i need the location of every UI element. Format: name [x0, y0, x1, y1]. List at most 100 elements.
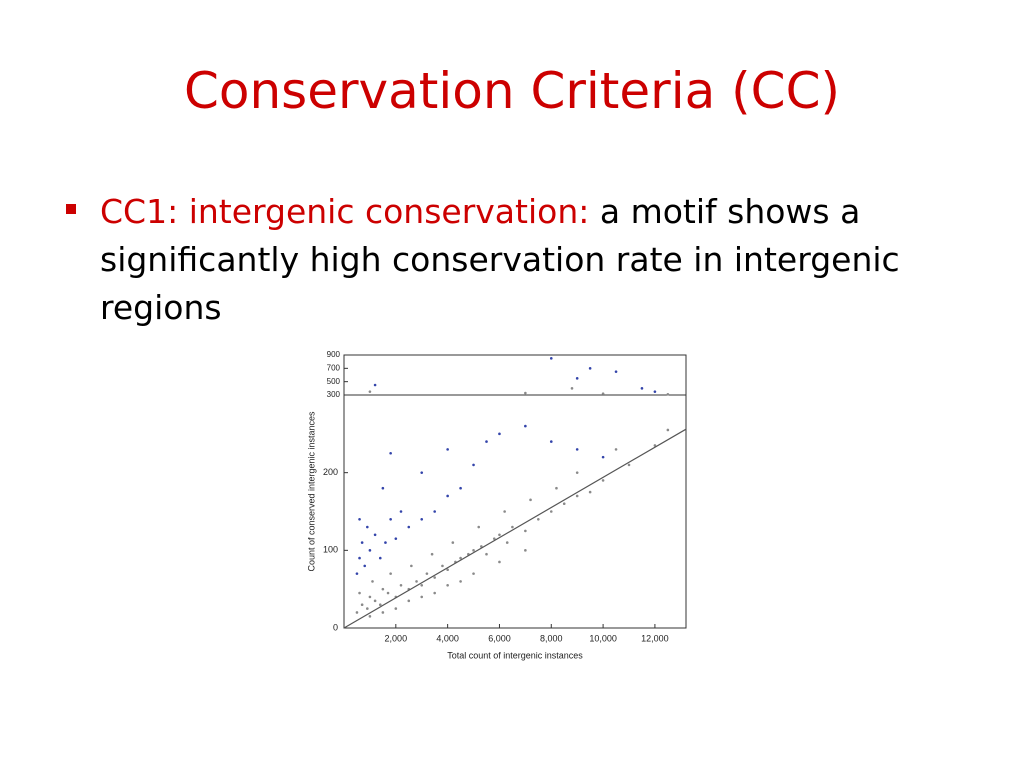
point: [446, 568, 449, 572]
point: [549, 357, 553, 360]
point: [381, 486, 385, 490]
point: [366, 607, 369, 610]
point: [601, 392, 605, 395]
point: [407, 525, 411, 529]
bullet-marker: [66, 204, 76, 214]
x-tick-label: 4,000: [436, 633, 459, 643]
point: [485, 552, 488, 556]
point: [373, 383, 377, 387]
point: [562, 502, 566, 506]
point: [492, 537, 496, 540]
point: [425, 572, 429, 575]
point: [420, 583, 424, 587]
point: [653, 390, 657, 393]
point: [446, 583, 449, 587]
point: [381, 611, 385, 614]
point: [588, 490, 592, 494]
point: [415, 580, 418, 583]
point: [601, 455, 605, 459]
point: [503, 510, 506, 513]
point: [433, 591, 436, 595]
point: [366, 525, 369, 529]
point: [537, 517, 540, 521]
point: [524, 549, 527, 552]
point: [373, 533, 377, 537]
point: [601, 479, 605, 482]
point: [511, 525, 514, 529]
point: [420, 595, 424, 599]
point: [472, 549, 475, 552]
point: [549, 510, 553, 513]
upper-frame: [343, 354, 687, 396]
point: [524, 529, 527, 533]
plot-frame: [343, 394, 687, 629]
x-tick-label: 12,000: [641, 633, 669, 643]
point: [477, 525, 481, 529]
point: [653, 444, 657, 447]
x-tick-label: 8,000: [540, 633, 563, 643]
point: [555, 486, 558, 490]
point: [498, 432, 501, 436]
point: [384, 541, 387, 544]
bullet-label: CC1: intergenic conservation:: [100, 192, 590, 231]
point: [394, 537, 398, 540]
point: [358, 591, 361, 595]
bullet-text: a motif shows a significantly high conse…: [100, 192, 900, 327]
point: [389, 572, 392, 575]
point: [529, 498, 532, 502]
point: [360, 603, 364, 606]
y-tick-label: 500: [327, 377, 341, 386]
point: [420, 517, 424, 521]
point: [410, 564, 413, 568]
x-tick-label: 6,000: [488, 633, 511, 643]
x-tick-label: 10,000: [589, 633, 617, 643]
y-axis-label: Count of conserved intergenic instances: [306, 411, 316, 572]
point: [575, 494, 579, 498]
point: [446, 494, 449, 498]
point: [433, 576, 436, 579]
point: [485, 440, 488, 443]
point: [355, 611, 359, 614]
point: [407, 599, 411, 603]
point: [575, 448, 579, 451]
point: [378, 603, 382, 606]
point: [498, 560, 501, 564]
point: [588, 367, 592, 370]
point: [430, 552, 434, 556]
point: [441, 564, 444, 568]
y-tick-label: 700: [327, 363, 341, 372]
x-tick-label: 2,000: [385, 633, 408, 643]
point: [627, 463, 631, 467]
x-axis-label: Total count of intergenic instances: [447, 650, 583, 660]
point: [386, 591, 390, 595]
point: [451, 541, 455, 544]
point: [640, 387, 644, 390]
point: [459, 556, 462, 560]
point: [368, 595, 372, 599]
point: [570, 387, 574, 390]
y-tick-label: 100: [323, 545, 338, 555]
slide-title: Conservation Criteria (CC): [183, 62, 840, 120]
point: [368, 390, 372, 393]
bullet: CC1: intergenic conservation: a motif sh…: [100, 188, 900, 332]
point: [498, 533, 501, 537]
point: [389, 517, 392, 521]
point: [360, 541, 364, 544]
point: [358, 556, 361, 560]
y-tick-label: 900: [327, 350, 341, 359]
point: [614, 448, 618, 451]
point: [420, 471, 424, 474]
point: [549, 440, 553, 443]
point: [378, 556, 382, 560]
point: [575, 471, 579, 474]
point: [373, 599, 377, 603]
point: [368, 549, 372, 552]
point: [399, 510, 403, 513]
point: [394, 607, 398, 610]
point: [433, 510, 436, 513]
point: [389, 451, 392, 455]
point: [446, 448, 449, 451]
fit-line: [343, 428, 687, 629]
